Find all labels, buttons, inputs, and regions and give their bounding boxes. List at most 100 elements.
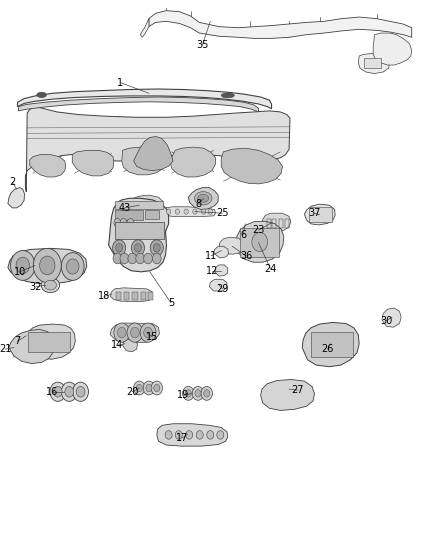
Circle shape [183,386,194,400]
Polygon shape [129,195,163,213]
Polygon shape [134,136,173,171]
Circle shape [116,244,123,252]
Polygon shape [302,322,359,367]
Text: 27: 27 [292,385,304,395]
Polygon shape [123,340,138,352]
Circle shape [144,327,152,338]
Ellipse shape [194,191,212,205]
Text: 20: 20 [126,387,138,397]
Circle shape [120,219,127,227]
Polygon shape [72,150,114,176]
Polygon shape [157,424,228,446]
Circle shape [113,240,126,256]
Circle shape [113,253,122,264]
Circle shape [175,209,180,214]
Circle shape [204,390,210,397]
Text: 7: 7 [14,336,21,346]
Circle shape [53,386,62,397]
Circle shape [165,431,172,439]
Text: 18: 18 [98,292,110,301]
Text: 26: 26 [321,344,334,354]
Bar [309,207,332,222]
Text: 29: 29 [216,284,229,294]
Text: 32: 32 [30,282,42,292]
Circle shape [144,253,152,264]
Circle shape [193,209,197,214]
Circle shape [33,248,61,282]
Bar [285,219,289,228]
Circle shape [16,257,29,273]
Text: 35: 35 [196,41,208,50]
Circle shape [134,244,141,252]
Circle shape [151,381,162,395]
Circle shape [131,240,145,256]
Text: 12: 12 [206,266,219,276]
Circle shape [131,327,139,338]
Circle shape [146,384,152,392]
Text: 21: 21 [0,344,11,354]
Polygon shape [18,89,272,109]
Circle shape [166,209,171,214]
Circle shape [76,386,85,397]
Circle shape [252,232,268,252]
Circle shape [11,251,35,280]
Circle shape [153,244,160,252]
Polygon shape [8,248,87,284]
Polygon shape [109,198,169,272]
Polygon shape [18,97,258,112]
Circle shape [217,431,224,439]
Circle shape [61,382,77,401]
Bar [145,210,159,219]
Bar [28,332,70,352]
Polygon shape [221,148,283,184]
Circle shape [127,323,143,342]
Circle shape [186,431,193,439]
Text: 5: 5 [168,298,174,308]
Ellipse shape [198,195,208,203]
Circle shape [134,381,145,395]
Polygon shape [122,147,166,175]
Polygon shape [262,213,291,231]
Ellipse shape [221,93,234,98]
Circle shape [120,253,129,264]
Bar [272,219,276,228]
Bar [115,201,163,209]
Polygon shape [209,279,227,291]
Text: 25: 25 [216,208,229,218]
Ellipse shape [41,278,60,293]
Polygon shape [234,221,284,262]
Text: 16: 16 [46,387,58,397]
Bar [364,58,381,68]
Circle shape [207,431,214,439]
Circle shape [114,219,121,227]
Polygon shape [140,19,149,37]
Polygon shape [25,107,290,192]
Circle shape [117,327,126,338]
Circle shape [128,253,137,264]
Circle shape [185,390,191,397]
Text: 30: 30 [380,316,392,326]
Text: 23: 23 [252,225,265,235]
Text: 8: 8 [195,199,201,208]
Bar [116,292,121,300]
Circle shape [73,382,88,401]
Polygon shape [110,323,159,343]
Text: 2: 2 [9,177,15,187]
Polygon shape [373,33,412,65]
Bar [115,222,164,239]
Text: 43: 43 [119,203,131,213]
Polygon shape [188,188,218,209]
Polygon shape [215,265,228,276]
Text: 6: 6 [240,230,246,239]
Text: 37: 37 [308,208,321,218]
Bar [267,219,271,228]
Bar [132,292,138,300]
Circle shape [192,386,204,400]
Polygon shape [219,237,243,254]
Circle shape [127,219,134,227]
Circle shape [152,253,161,264]
Circle shape [195,390,201,397]
Circle shape [50,382,66,401]
Ellipse shape [44,280,57,290]
Circle shape [196,431,203,439]
